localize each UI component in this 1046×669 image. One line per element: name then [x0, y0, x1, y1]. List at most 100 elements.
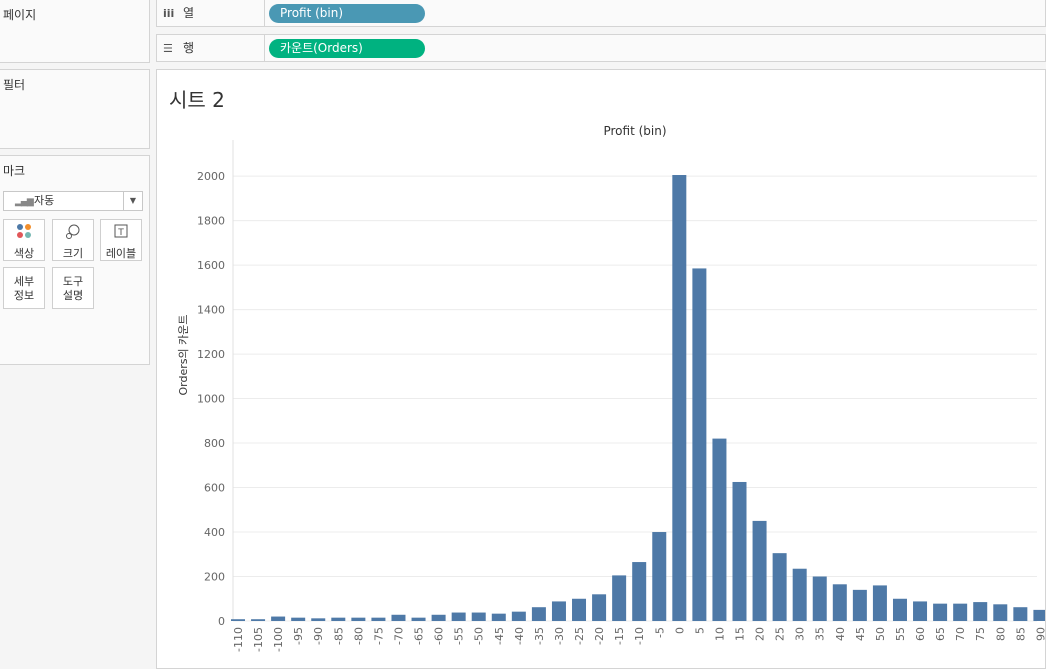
bar[interactable]	[391, 614, 406, 621]
bar[interactable]	[973, 602, 988, 621]
mark-type-dropdown[interactable]: ▂▄▆ 자동 ▼	[3, 191, 143, 211]
x-tick-label: -90	[312, 627, 325, 645]
bar[interactable]	[692, 268, 707, 621]
y-tick-label: 0	[218, 615, 225, 628]
bar-chart-icon: ▂▄▆	[15, 197, 34, 207]
bar[interactable]	[892, 598, 907, 621]
x-tick-label: -45	[493, 627, 506, 645]
pages-panel[interactable]: 페이지	[0, 0, 150, 63]
bar[interactable]	[652, 532, 667, 621]
x-tick-label: -10	[633, 627, 646, 645]
y-tick-label: 2000	[197, 170, 225, 183]
rows-icon: ☰	[163, 42, 173, 55]
bar[interactable]	[792, 568, 807, 621]
bar[interactable]	[672, 175, 687, 621]
columns-shelf[interactable]: iii 열 Profit (bin)	[156, 0, 1046, 27]
x-tick-label: -60	[433, 627, 446, 645]
bar[interactable]	[732, 481, 747, 621]
text-label-icon: T	[101, 224, 141, 240]
bar[interactable]	[632, 562, 647, 621]
x-tick-label: -25	[573, 627, 586, 645]
bar[interactable]	[231, 619, 245, 621]
bar[interactable]	[592, 594, 607, 621]
chart-title: Profit (bin)	[603, 124, 666, 138]
bar[interactable]	[311, 618, 326, 621]
bar[interactable]	[812, 576, 827, 621]
filters-panel[interactable]: 필터	[0, 69, 150, 149]
x-tick-label: -40	[513, 627, 526, 645]
bar[interactable]	[251, 619, 266, 621]
x-tick-label: -75	[372, 627, 385, 645]
x-tick-label: 50	[874, 627, 887, 641]
x-tick-label: -35	[533, 627, 546, 645]
histogram-chart[interactable]: Profit (bin) Orders의 카운트 020040060080010…	[157, 70, 1045, 668]
bar[interactable]	[371, 617, 386, 621]
bar[interactable]	[872, 585, 887, 621]
bar[interactable]	[933, 603, 948, 621]
x-tick-label: -95	[292, 627, 305, 645]
x-tick-label: 20	[754, 627, 767, 641]
tooltip-card[interactable]: 도구 설명	[52, 267, 94, 309]
y-tick-label: 1600	[197, 259, 225, 272]
bar[interactable]	[612, 575, 627, 621]
x-tick-label: -55	[453, 627, 466, 645]
bar[interactable]	[832, 584, 847, 621]
bar[interactable]	[993, 604, 1008, 621]
x-tick-label: 90	[1034, 627, 1045, 641]
bar[interactable]	[271, 616, 286, 621]
label-card-label: 레이블	[105, 247, 137, 260]
bar[interactable]	[351, 617, 366, 621]
x-tick-label: 70	[954, 627, 967, 641]
x-tick-label: 75	[974, 627, 987, 641]
svg-text:T: T	[117, 228, 124, 238]
bar[interactable]	[291, 617, 306, 621]
columns-pill-profit-bin[interactable]: Profit (bin)	[269, 4, 425, 23]
bar[interactable]	[953, 603, 968, 621]
columns-icon: iii	[163, 7, 175, 20]
x-tick-label: 60	[914, 627, 927, 641]
x-tick-label: -65	[413, 627, 426, 645]
rows-shelf[interactable]: ☰ 행 카운트(Orders)	[156, 34, 1046, 62]
bar[interactable]	[331, 617, 346, 621]
x-tick-label: 85	[1014, 627, 1027, 641]
detail-card[interactable]: 세부 정보	[3, 267, 45, 309]
rows-pill-count-orders[interactable]: 카운트(Orders)	[269, 39, 425, 58]
bar[interactable]	[531, 607, 546, 621]
bar[interactable]	[712, 438, 727, 621]
bar[interactable]	[491, 613, 506, 621]
y-tick-label: 600	[204, 482, 225, 495]
bar[interactable]	[1013, 607, 1028, 621]
x-tick-label: -105	[252, 627, 265, 652]
rows-shelf-label: ☰ 행	[157, 35, 265, 61]
color-dots-icon	[4, 224, 44, 240]
bar[interactable]	[1033, 609, 1045, 621]
size-card[interactable]: 크기	[52, 219, 94, 261]
color-card-label: 색상	[13, 247, 35, 260]
y-tick-label: 800	[204, 437, 225, 450]
bar[interactable]	[772, 553, 787, 621]
bar[interactable]	[572, 598, 587, 621]
x-tick-label: -110	[232, 627, 245, 652]
y-axis-title: Orders의 카운트	[177, 315, 190, 396]
bar[interactable]	[551, 601, 566, 621]
color-card[interactable]: 색상	[3, 219, 45, 261]
bar[interactable]	[752, 520, 767, 621]
bar[interactable]	[913, 601, 928, 621]
bar[interactable]	[471, 612, 486, 621]
bar[interactable]	[511, 611, 526, 621]
bar[interactable]	[431, 614, 446, 621]
x-tick-label: -5	[653, 627, 666, 638]
detail-card-label: 세부 정보	[13, 275, 35, 302]
x-tick-label: -100	[272, 627, 285, 652]
bar[interactable]	[411, 617, 426, 621]
viz-area[interactable]: 시트 2 Profit (bin) Orders의 카운트 0 200 400 600…	[156, 69, 1046, 669]
chevron-down-icon[interactable]: ▼	[123, 192, 142, 210]
bar[interactable]	[852, 589, 867, 621]
label-card[interactable]: T 레이블	[100, 219, 142, 261]
mark-type-value: 자동	[34, 194, 55, 207]
x-tick-label: 35	[814, 627, 827, 641]
x-tick-label: -30	[553, 627, 566, 645]
y-tick-label: 1800	[197, 215, 225, 228]
bar[interactable]	[451, 612, 466, 621]
x-tick-label: 40	[834, 627, 847, 641]
